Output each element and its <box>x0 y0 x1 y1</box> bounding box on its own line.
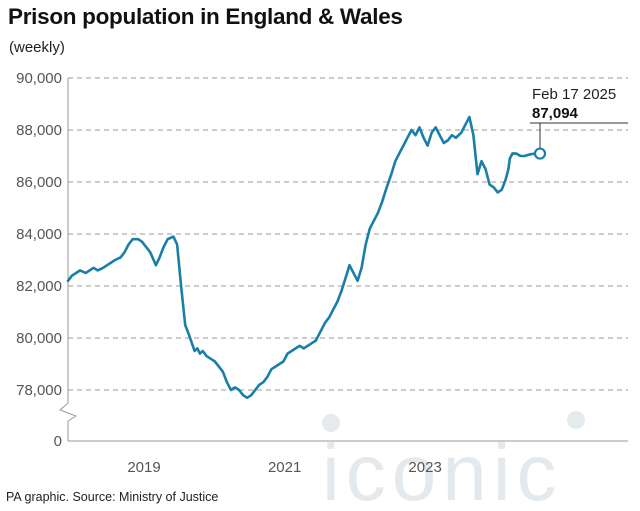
y-tick-label: 78,000 <box>16 382 62 399</box>
y-tick-label: 80,000 <box>16 330 62 347</box>
y-tick-label: 86,000 <box>16 174 62 191</box>
x-tick-label: 2019 <box>127 459 160 476</box>
axes: 78,000 80,000 82,000 84,000 86,000 88,000 90,0… <box>16 70 628 476</box>
watermark: iconic <box>322 411 585 511</box>
x-tick-label: 2021 <box>268 459 301 476</box>
annotation: Feb 17 2025 87,094 <box>530 86 628 160</box>
annotation-value: 87,094 <box>532 105 579 122</box>
chart-subtitle: (weekly) <box>9 39 65 56</box>
series-layer <box>66 115 542 400</box>
y-tick-label: 84,000 <box>16 226 62 243</box>
annotation-date: Feb 17 2025 <box>532 86 616 103</box>
watermark-text: iconic <box>322 428 563 511</box>
source-note: PA graphic. Source: Ministry of Justice <box>6 490 219 504</box>
y-tick-label: 82,000 <box>16 278 62 295</box>
y-tick-label: 90,000 <box>16 70 62 87</box>
y-tick-label: 88,000 <box>16 122 62 139</box>
watermark-dot-left <box>322 414 340 432</box>
watermark-dot-right <box>567 411 585 429</box>
series-line <box>66 115 542 400</box>
y-tick-zero-label: 0 <box>54 433 62 450</box>
x-tick-label: 2023 <box>408 459 441 476</box>
annotation-marker <box>533 147 547 160</box>
chart-title: Prison population in England & Wales <box>8 4 403 29</box>
grid <box>68 77 628 391</box>
axis-break <box>59 402 78 422</box>
